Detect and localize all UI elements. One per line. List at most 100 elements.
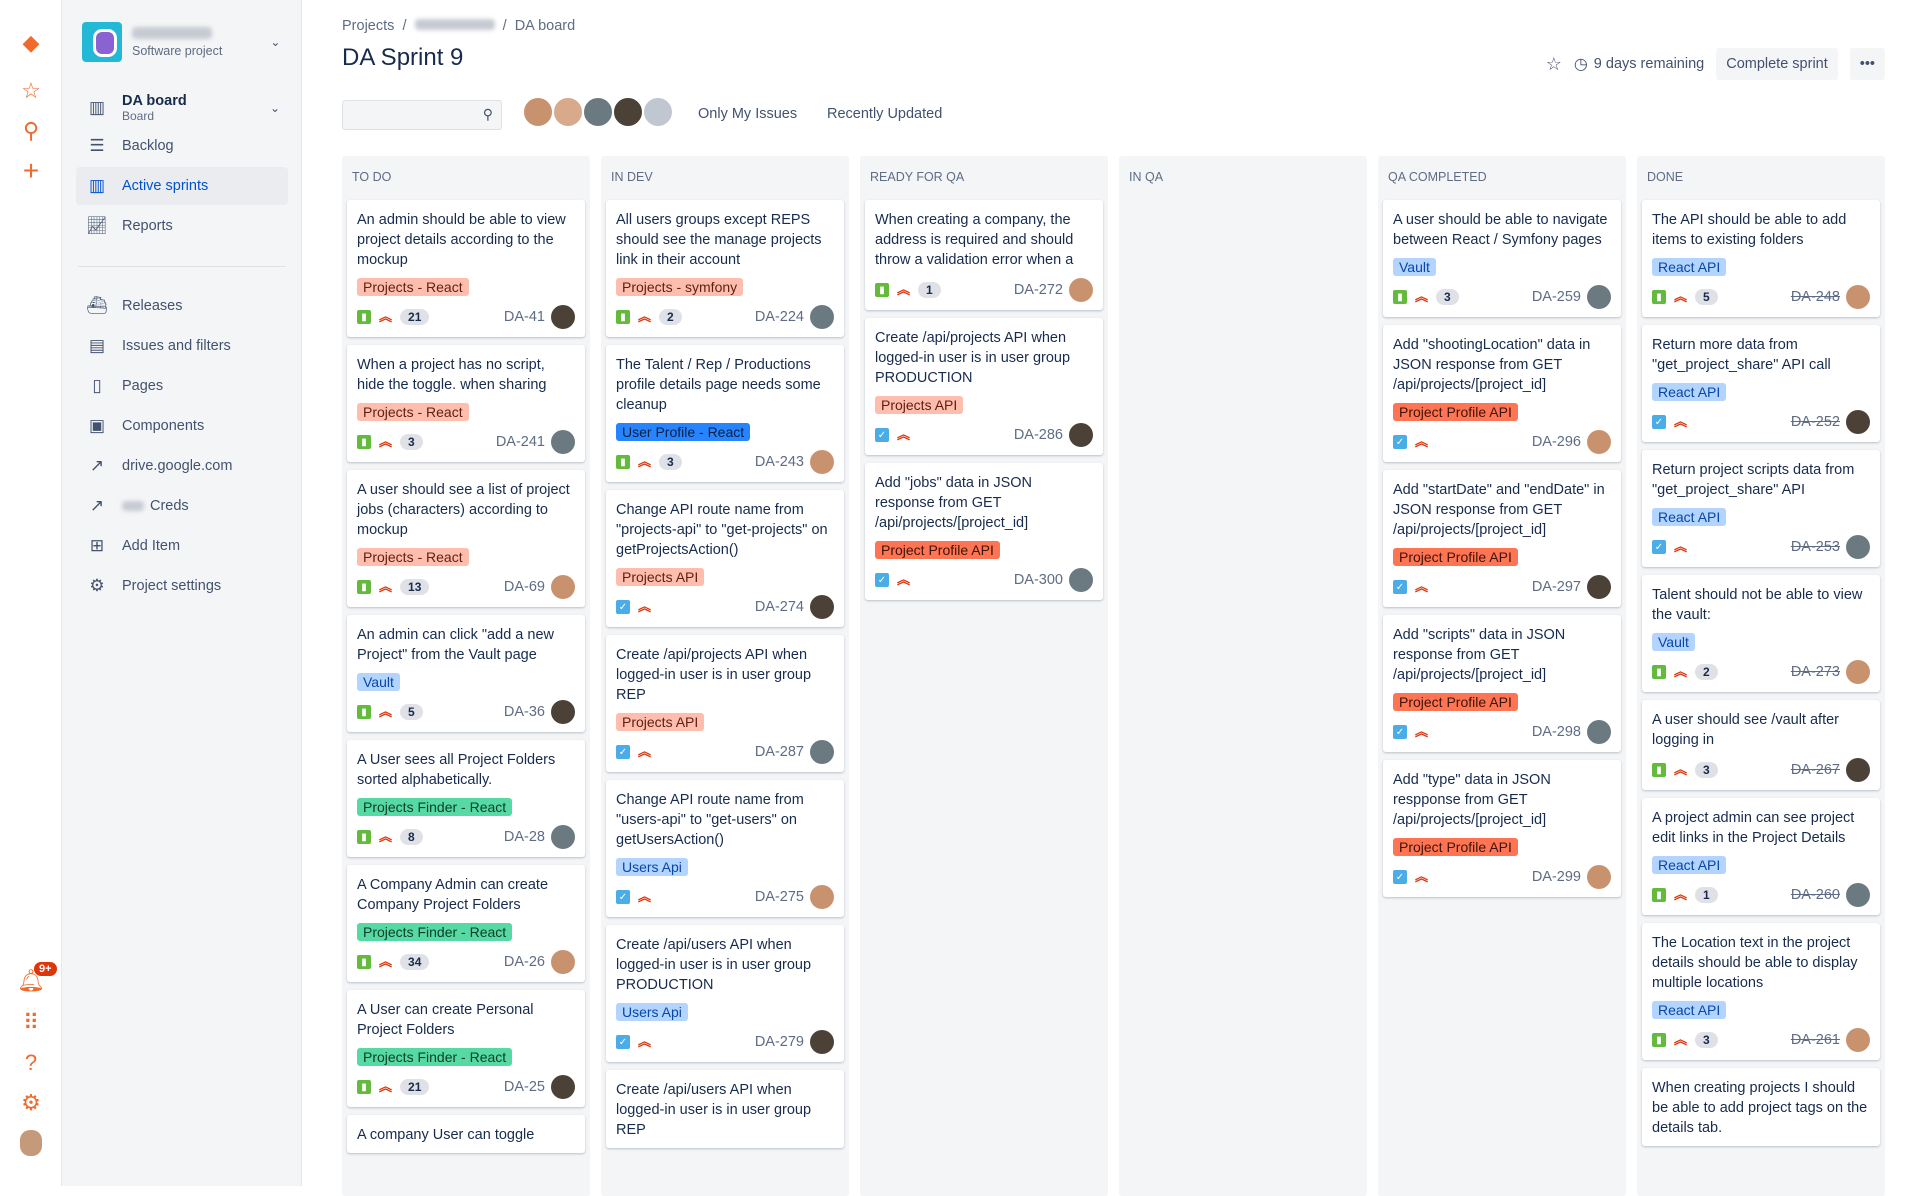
issue-card[interactable]: An admin can click "add a new Project" f… xyxy=(347,615,585,732)
issue-card[interactable]: When creating projects I should be able … xyxy=(1642,1068,1880,1146)
sidebar-item-issues-and-filters[interactable]: ▤ Issues and filters xyxy=(76,327,288,365)
breadcrumb-projects[interactable]: Projects xyxy=(342,18,395,34)
gear-icon[interactable]: ⚙ xyxy=(21,1090,41,1115)
issue-key[interactable]: DA-224 xyxy=(754,309,804,325)
star-icon[interactable]: ☆ xyxy=(21,78,41,103)
issue-key[interactable]: DA-241 xyxy=(495,434,545,450)
issue-label: Vault xyxy=(357,673,400,691)
issue-card[interactable]: Change API route name from "users-api" t… xyxy=(606,780,844,917)
issue-key[interactable]: DA-272 xyxy=(1013,282,1063,298)
issue-card[interactable]: A User sees all Project Folders sorted a… xyxy=(347,740,585,857)
issue-key[interactable]: DA-259 xyxy=(1531,289,1581,305)
issue-key[interactable]: DA-253 xyxy=(1790,539,1840,555)
breadcrumb-board[interactable]: DA board xyxy=(514,18,576,34)
issue-summary: A user should be able to navigate betwee… xyxy=(1393,212,1608,248)
issue-key[interactable]: DA-26 xyxy=(503,954,545,970)
issue-card[interactable]: Talent should not be able to view the va… xyxy=(1642,575,1880,692)
issue-key[interactable]: DA-297 xyxy=(1531,579,1581,595)
jira-logo-icon[interactable]: ◆ xyxy=(22,30,40,55)
issue-card[interactable]: All users groups except REPS should see … xyxy=(606,200,844,337)
sidebar-item-components[interactable]: ▣ Components xyxy=(76,407,288,445)
issue-key[interactable]: DA-299 xyxy=(1531,869,1581,885)
plus-icon[interactable]: + xyxy=(22,155,40,186)
issue-card[interactable]: Change API route name from "projects-api… xyxy=(606,490,844,627)
issue-card[interactable]: A user should see a list of project jobs… xyxy=(347,470,585,607)
issue-card[interactable]: Create /api/projects API when logged-in … xyxy=(606,635,844,772)
assignee-avatar[interactable] xyxy=(522,96,554,128)
chevron-down-icon[interactable]: ⌄ xyxy=(269,101,280,115)
sidebar-item-creds[interactable]: ↗ Creds xyxy=(76,487,288,525)
issue-card[interactable]: The API should be able to add items to e… xyxy=(1642,200,1880,317)
sidebar-item-pages[interactable]: ▯ Pages xyxy=(76,367,288,405)
issue-card[interactable]: Create /api/users API when logged-in use… xyxy=(606,925,844,1062)
project-switcher[interactable]: Software project ⌄ xyxy=(82,22,280,62)
issue-card[interactable]: An admin should be able to view project … xyxy=(347,200,585,337)
issue-card[interactable]: Add "jobs" data in JSON response from GE… xyxy=(865,463,1103,600)
issue-card[interactable]: A user should be able to navigate betwee… xyxy=(1383,200,1621,317)
issue-key[interactable]: DA-275 xyxy=(754,889,804,905)
issue-card[interactable]: Create /api/users API when logged-in use… xyxy=(606,1070,844,1148)
user-avatar[interactable] xyxy=(16,1128,46,1158)
issue-key[interactable]: DA-274 xyxy=(754,599,804,615)
issue-card[interactable]: Add "startDate" and "endDate" in JSON re… xyxy=(1383,470,1621,607)
breadcrumb-project-redacted[interactable] xyxy=(414,19,495,30)
issue-key[interactable]: DA-267 xyxy=(1790,762,1840,778)
issue-key[interactable]: DA-69 xyxy=(503,579,545,595)
issue-key[interactable]: DA-279 xyxy=(754,1034,804,1050)
issue-card[interactable]: Return project scripts data from "get_pr… xyxy=(1642,450,1880,567)
issue-key[interactable]: DA-286 xyxy=(1013,427,1063,443)
issue-key[interactable]: DA-273 xyxy=(1790,664,1840,680)
issue-card[interactable]: Add "type" data in JSON respponse from G… xyxy=(1383,760,1621,897)
issue-key[interactable]: DA-296 xyxy=(1531,434,1581,450)
assignee-avatar[interactable] xyxy=(552,96,584,128)
board-switcher[interactable]: ▥ DA board Board ⌄ xyxy=(76,88,288,128)
issue-key[interactable]: DA-243 xyxy=(754,454,804,470)
issue-card[interactable]: Create /api/projects API when logged-in … xyxy=(865,318,1103,455)
issue-card[interactable]: Return more data from "get_project_share… xyxy=(1642,325,1880,442)
issue-label: Project Profile API xyxy=(1393,403,1518,421)
issue-key[interactable]: DA-300 xyxy=(1013,572,1063,588)
issue-card[interactable]: When a project has no script, hide the t… xyxy=(347,345,585,462)
complete-sprint-button[interactable]: Complete sprint xyxy=(1716,48,1838,80)
issue-card[interactable]: Add "shootingLocation" data in JSON resp… xyxy=(1383,325,1621,462)
help-icon[interactable]: ? xyxy=(24,1050,38,1075)
priority-highest-icon: ︽ xyxy=(379,704,393,719)
sidebar-item-project-settings[interactable]: ⚙ Project settings xyxy=(76,567,288,605)
sidebar-item-add-item[interactable]: ⊞ Add Item xyxy=(76,527,288,565)
issue-key[interactable]: DA-260 xyxy=(1790,887,1840,903)
issue-card[interactable]: A user should see /vault after logging i… xyxy=(1642,700,1880,790)
star-icon[interactable]: ☆ xyxy=(1545,53,1562,74)
search-input[interactable]: ⚲ xyxy=(342,100,502,130)
issue-key[interactable]: DA-261 xyxy=(1790,1032,1840,1048)
issue-key[interactable]: DA-248 xyxy=(1790,289,1840,305)
issue-card[interactable]: The Location text in the project details… xyxy=(1642,923,1880,1060)
assignee-avatar[interactable] xyxy=(582,96,614,128)
issue-card[interactable]: A company User can toggle xyxy=(347,1115,585,1153)
issue-card[interactable]: Add "scripts" data in JSON response from… xyxy=(1383,615,1621,752)
recently-updated-filter[interactable]: Recently Updated xyxy=(827,106,943,122)
issue-key[interactable]: DA-25 xyxy=(503,1079,545,1095)
sidebar-item-releases[interactable]: ⛴︎ Releases xyxy=(76,287,288,325)
only-my-issues-filter[interactable]: Only My Issues xyxy=(698,106,798,122)
sidebar-item-reports[interactable]: 📈︎ Reports xyxy=(76,207,288,245)
issue-key[interactable]: DA-41 xyxy=(503,309,545,325)
sidebar-item-active-sprints[interactable]: ▥ Active sprints xyxy=(76,167,288,205)
issue-key[interactable]: DA-28 xyxy=(503,829,545,845)
issue-card[interactable]: A project admin can see project edit lin… xyxy=(1642,798,1880,915)
issue-card[interactable]: When creating a company, the address is … xyxy=(865,200,1103,310)
issue-key[interactable]: DA-298 xyxy=(1531,724,1581,740)
apps-grid-icon[interactable]: ⠿ xyxy=(22,1010,40,1035)
issue-card[interactable]: A Company Admin can create Company Proje… xyxy=(347,865,585,982)
sidebar-item-drive-google-com[interactable]: ↗ drive.google.com xyxy=(76,447,288,485)
chevron-down-icon[interactable]: ⌄ xyxy=(270,35,281,49)
issue-key[interactable]: DA-252 xyxy=(1790,414,1840,430)
issue-key[interactable]: DA-287 xyxy=(754,744,804,760)
sidebar-item-backlog[interactable]: ☰ Backlog xyxy=(76,127,288,165)
search-icon[interactable]: ⚲ xyxy=(22,118,40,143)
assignee-avatar[interactable] xyxy=(612,96,644,128)
issue-card[interactable]: The Talent / Rep / Productions profile d… xyxy=(606,345,844,482)
more-actions-button[interactable]: ••• xyxy=(1849,48,1885,80)
issue-card[interactable]: A User can create Personal Project Folde… xyxy=(347,990,585,1107)
issue-key[interactable]: DA-36 xyxy=(503,704,545,720)
assignee-avatar[interactable] xyxy=(642,96,674,128)
